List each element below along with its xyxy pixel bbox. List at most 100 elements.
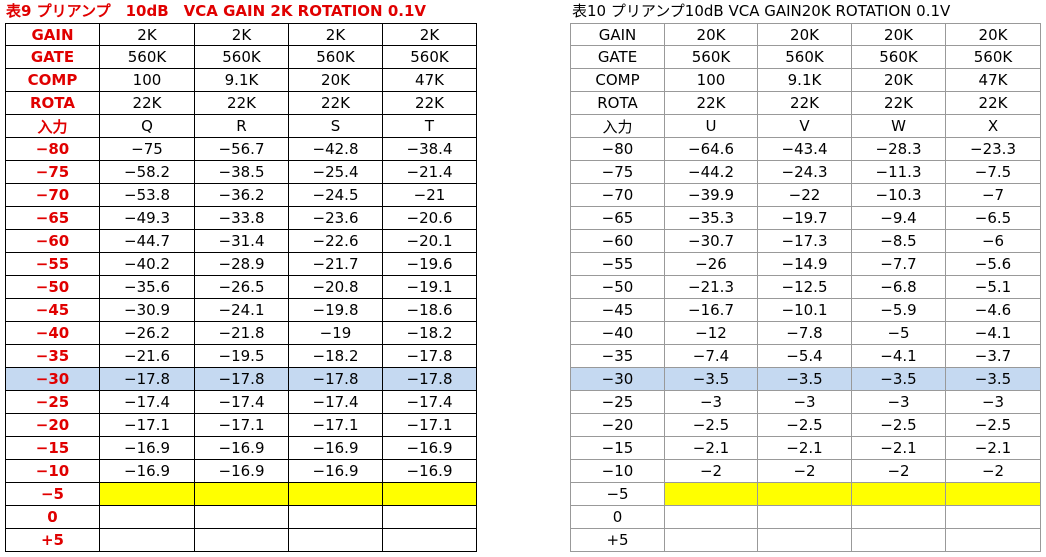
table-cell: −17.1 [383,414,477,437]
table-cell: −2 [946,460,1041,483]
table-cell [852,506,946,529]
table-cell: −9.4 [852,207,946,230]
table-cell: 560K [289,46,383,69]
row-header-cell: GATE [5,46,100,69]
table-cell: −30.9 [100,299,195,322]
table-cell: −16.9 [289,460,383,483]
table-cell: −21.7 [289,253,383,276]
table-cell: 20K [946,23,1041,46]
table-cell: 47K [946,69,1041,92]
row-header-cell: −30 [570,368,665,391]
table-cell: X [946,115,1041,138]
table-cell [946,506,1041,529]
table-cell: −19.7 [758,207,852,230]
table-title: 表9 プリアンプ 10dB VCA GAIN 2K ROTATION 0.1V [6,2,426,20]
table-cell: −17.8 [100,368,195,391]
table-cell: −6.8 [852,276,946,299]
table-cell: −17.1 [289,414,383,437]
table-cell: −40.2 [100,253,195,276]
table-cell [758,483,852,506]
table-cell: −14.9 [758,253,852,276]
table-cell: −33.8 [195,207,289,230]
row-header-cell: −60 [570,230,665,253]
table-cell: −17.8 [195,368,289,391]
table-cell [100,483,195,506]
row-header-cell: −35 [570,345,665,368]
row-header-cell: ROTA [5,92,100,115]
table-cell: 22K [289,92,383,115]
table-cell: 20K [289,69,383,92]
table-cell: U [665,115,758,138]
table-cell: −18.6 [383,299,477,322]
row-header-cell: −65 [5,207,100,230]
row-header-cell: −80 [570,138,665,161]
table-cell [383,506,477,529]
table-cell: 20K [852,23,946,46]
row-header-cell: −55 [570,253,665,276]
row-header-cell: −25 [570,391,665,414]
table-cell: 22K [665,92,758,115]
row-header-cell: −75 [570,161,665,184]
table-cell [665,506,758,529]
row-header-cell: −80 [5,138,100,161]
table-cell: −16.9 [383,460,477,483]
table-cell: −2.5 [665,414,758,437]
table-cell: V [758,115,852,138]
row-header-cell: −55 [5,253,100,276]
table-cell: 47K [383,69,477,92]
table-cell [946,483,1041,506]
row-header-cell: −5 [570,483,665,506]
table-cell: −4.1 [852,345,946,368]
table-cell: −2.1 [665,437,758,460]
row-header-cell: −30 [5,368,100,391]
table-cell: −21 [383,184,477,207]
table-cell: S [289,115,383,138]
table-cell: −2.5 [758,414,852,437]
row-header-cell: GAIN [570,23,665,46]
row-header-cell: −10 [570,460,665,483]
table-cell: −26 [665,253,758,276]
row-header-cell: −45 [5,299,100,322]
table-cell: −3 [852,391,946,414]
table-cell: −2.1 [758,437,852,460]
row-header-cell: COMP [5,69,100,92]
table-cell: 22K [946,92,1041,115]
table-cell: −16.9 [289,437,383,460]
table-cell: −44.2 [665,161,758,184]
row-header-cell: −40 [570,322,665,345]
table-cell: −3.5 [758,368,852,391]
table-cell: −16.7 [665,299,758,322]
row-header-cell: +5 [570,529,665,552]
table-cell [289,483,383,506]
table-cell: −19 [289,322,383,345]
table-cell [758,506,852,529]
table-cell: 20K [758,23,852,46]
table-cell: −21.6 [100,345,195,368]
table-cell: 22K [100,92,195,115]
table-cell: −35.3 [665,207,758,230]
table-cell: −35.6 [100,276,195,299]
table-cell: −11.3 [852,161,946,184]
table-cell: −26.2 [100,322,195,345]
table-cell: −16.9 [195,437,289,460]
table-cell: 22K [383,92,477,115]
table-cell: −16.9 [383,437,477,460]
table-cell: −30.7 [665,230,758,253]
row-header-cell: −40 [5,322,100,345]
table-cell: 22K [195,92,289,115]
table-cell: 560K [100,46,195,69]
table-cell: −7 [946,184,1041,207]
row-header-cell: 入力 [570,115,665,138]
table-cell: T [383,115,477,138]
row-header-cell: ROTA [570,92,665,115]
row-header-cell: −50 [570,276,665,299]
row-header-cell: −25 [5,391,100,414]
row-header-cell: −35 [5,345,100,368]
table-cell: −3 [758,391,852,414]
table-cell: 2K [100,23,195,46]
table-cell: 560K [665,46,758,69]
table-cell: −17.4 [100,391,195,414]
table-cell: −7.5 [946,161,1041,184]
table-cell: 9.1K [195,69,289,92]
table-cell: −17.8 [383,368,477,391]
